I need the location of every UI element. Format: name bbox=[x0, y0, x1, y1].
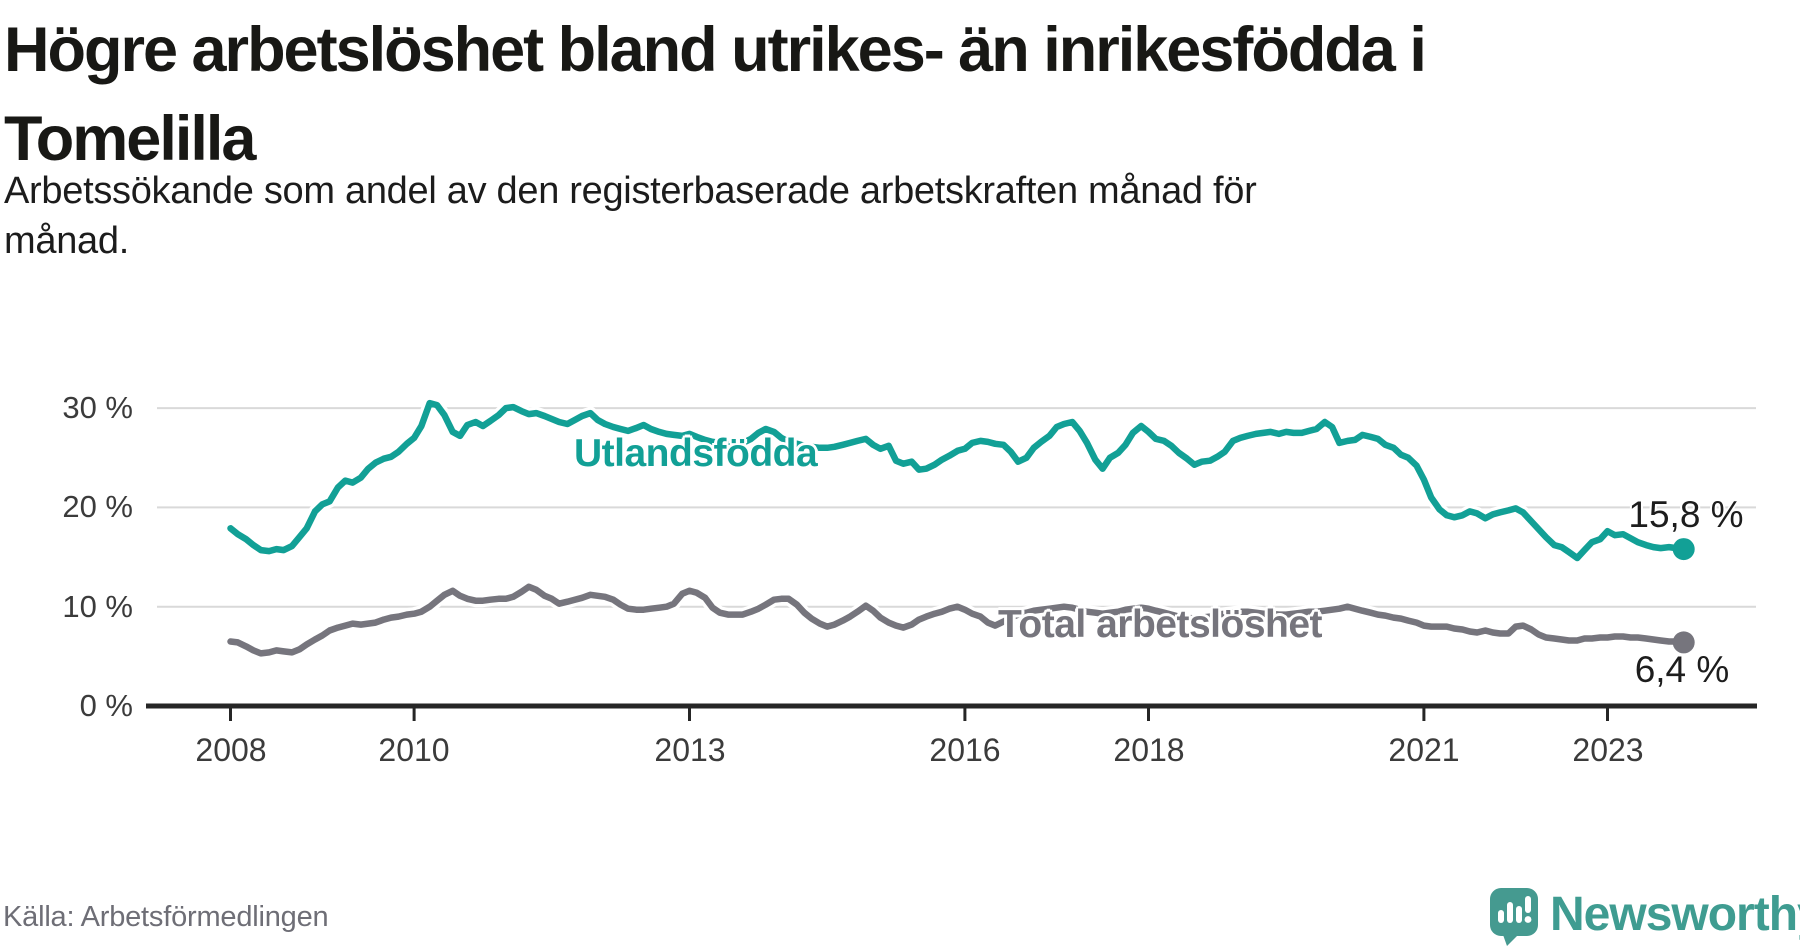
y-tick-label: 0 % bbox=[79, 688, 133, 723]
page-title: Högre arbetslöshet bland utrikes- än inr… bbox=[4, 6, 1764, 184]
series-label-total-arbetsloshet: Total arbetslöshet bbox=[998, 603, 1323, 646]
y-tick-label: 30 % bbox=[62, 390, 133, 425]
speech-bubble-bar-chart-icon bbox=[1490, 888, 1538, 946]
page-title-line-1: Högre arbetslöshet bland utrikes- än inr… bbox=[4, 15, 1427, 85]
brand-name: Newsworthy bbox=[1550, 888, 1800, 941]
x-tick-label: 2023 bbox=[1572, 732, 1644, 768]
source-note: Källa: Arbetsförmedlingen bbox=[3, 901, 329, 933]
utlandsf-dda-line bbox=[227, 399, 1687, 562]
chart-subtitle-line-1: Arbetssökande som andel av den registerb… bbox=[4, 170, 1257, 212]
y-tick-label: 10 % bbox=[62, 589, 133, 624]
chart-subtitle-line-2: månad. bbox=[4, 220, 129, 262]
x-tick-label: 2008 bbox=[195, 732, 267, 768]
page-title-line-2: Tomelilla bbox=[4, 104, 256, 174]
x-tick-label: 2013 bbox=[654, 732, 726, 768]
x-tick-label: 2018 bbox=[1113, 732, 1185, 768]
total-arbetsl-shet-end-dot bbox=[1672, 631, 1695, 654]
end-value-label-utlandsfodda: 15,8 % bbox=[1628, 494, 1744, 535]
total-arbetsl-shet-line bbox=[227, 583, 1687, 657]
x-tick-label: 2010 bbox=[378, 732, 450, 768]
series-label-utlandsfodda: Utlandsfödda bbox=[574, 432, 818, 475]
end-value-label-total: 6,4 % bbox=[1634, 649, 1730, 690]
x-tick-label: 2016 bbox=[929, 732, 1001, 768]
y-tick-label: 20 % bbox=[62, 489, 133, 524]
utlandsf-dda-end-dot bbox=[1672, 538, 1695, 561]
chart-subtitle: Arbetssökande som andel av den registerb… bbox=[4, 166, 1504, 266]
total-arbetsl-shet-line-casing bbox=[224, 580, 1691, 660]
x-tick-label: 2021 bbox=[1388, 732, 1460, 768]
newsworthy-logo: Newsworthy bbox=[1490, 888, 1800, 948]
